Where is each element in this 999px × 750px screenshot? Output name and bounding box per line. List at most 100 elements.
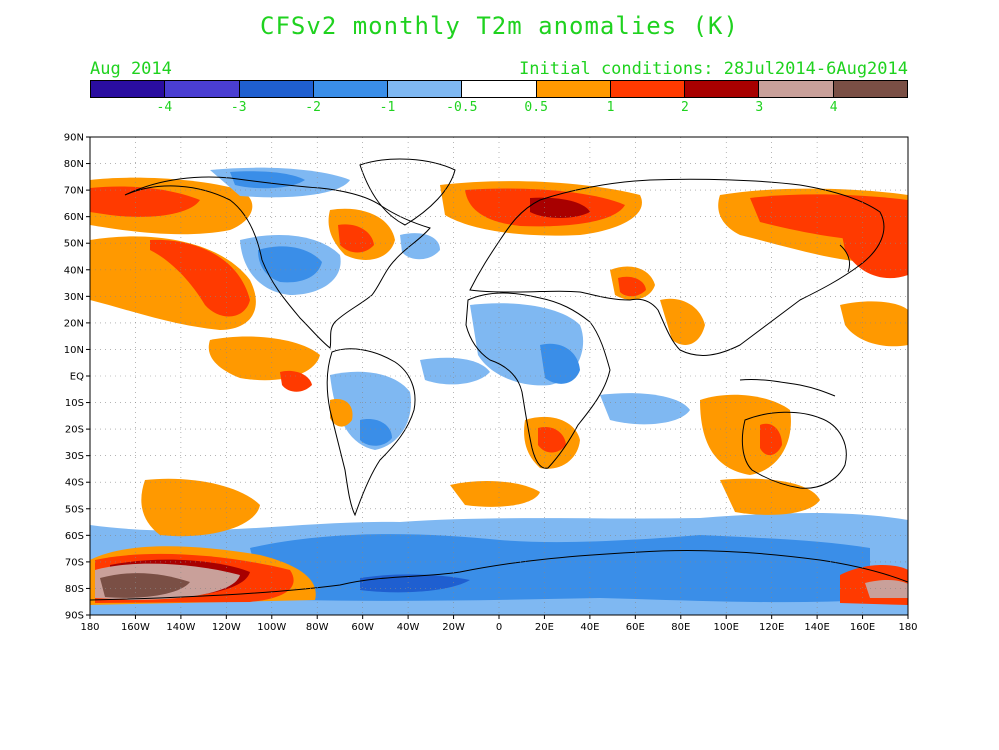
colorbar-label: 1 [606,100,615,115]
lon-label: 140E [804,622,829,633]
lon-label: 80W [306,622,329,633]
middle-east-hot [618,276,646,297]
lon-label: 180 [80,622,99,633]
japan-warm [840,223,908,279]
colorbar-label: 0.5 [524,100,548,115]
south-america-cold [330,371,411,450]
india-warm [660,298,705,345]
lon-label: 100E [714,622,739,633]
colorbar-swatch [91,81,166,97]
colorbar-label: 2 [680,100,689,115]
colorbar-label: -0.5 [446,100,478,115]
lon-label: 0 [496,622,502,633]
longitude-labels: 180 160W 140W 120W 100W 80W 60W 40W 20W 0 20E 40E 60… [80,622,917,633]
lat-label: 60S [65,531,84,542]
coastlines [90,158,908,601]
ross-sea-extreme [865,580,908,598]
tropical-pacific-warm [840,301,908,347]
indian-ocean-cold [600,393,690,425]
coastline-indonesia [739,379,836,397]
colorbar-swatch [165,81,240,97]
lat-label: 10N [64,345,84,356]
south-america-cold-core [360,419,392,446]
lat-label: 80S [65,584,84,595]
colorbar-swatch [313,81,389,97]
north-pacific-hot [150,239,250,317]
colorbar-label: -3 [230,100,247,115]
lon-label: 20W [442,622,465,633]
lon-label: 140W [166,622,195,633]
lon-label: 100W [257,622,286,633]
lon-label: 60E [626,622,645,633]
lat-label: 20N [64,318,84,329]
initial-conditions: Initial conditions: 28Jul2014-6Aug2014 [519,59,908,79]
colorbar-label: -2 [305,100,321,115]
atlantic-cold-patch [400,233,440,260]
colorbar-swatch [610,81,686,97]
colorbar-label: -1 [379,100,396,115]
lat-label: 80N [64,159,84,170]
colorbar-swatch [239,81,314,97]
latitude-labels: 90N 80N 70N 60N 50N 40N 30N 20N 10N EQ 10S 20S 30S 40… [64,133,84,622]
lat-label: 60N [64,212,84,223]
arctic-russia-very-hot [530,197,590,218]
colorbar-swatch [759,81,834,97]
north-atlantic-hot [338,224,374,253]
coastline-south-america [326,348,416,517]
coastline-north-america [124,176,431,349]
lat-label: 40N [64,265,84,276]
colorbar-label: 4 [829,100,838,115]
lat-label: 20S [65,425,84,436]
antarctic-strong-cold [360,574,470,593]
antarctic-cold-core [250,534,870,603]
coastline-eurasia [469,178,885,356]
lat-label: EQ [70,372,84,383]
colorbar-swatch [833,81,907,97]
colorbar-swatch [462,81,537,97]
lat-label: 50S [65,504,84,515]
south-indian-warm [720,478,820,515]
arctic-canada-cold-core [230,171,305,189]
lon-label: 40E [580,622,599,633]
coastline-africa [465,292,611,469]
lat-label: 10S [65,398,84,409]
east-pacific-hot [280,370,312,392]
south-pacific-max [100,573,190,598]
colorbar-swatch [685,81,760,97]
lat-label: 90N [64,133,84,144]
lat-label: 50N [64,239,84,250]
lon-label: 20E [535,622,554,633]
lat-label: 30N [64,292,84,303]
atlantic-equatorial-cold [420,357,490,385]
lat-label: 40S [65,478,84,489]
forecast-month: Aug 2014 [90,59,172,79]
southern-africa-hot [538,426,566,453]
coastline-japan [839,244,851,273]
lat-label: 30S [65,451,84,462]
coastline-greenland [359,158,456,226]
north-america-cold-core [258,246,322,283]
lon-label: 60W [351,622,374,633]
alaska-hot [90,186,200,217]
australia-hot [760,423,782,456]
colorbar-label: 3 [755,100,764,115]
central-africa-cold [540,343,580,384]
lon-label: 120W [212,622,241,633]
map-title: CFSv2 monthly T2m anomalies (K) [260,12,739,40]
east-pacific-warm [208,336,320,381]
south-america-warm [330,399,353,427]
lat-label: 70N [64,186,84,197]
lon-label: 120E [759,622,784,633]
lat-label: 90S [65,611,84,622]
lat-label: 70S [65,557,84,568]
colorbar-label: -4 [156,100,173,115]
coastline-antarctica [90,549,908,601]
lon-label: 160W [121,622,150,633]
colorbar-swatch [388,81,463,97]
lon-label: 160E [850,622,875,633]
colorbar-swatch [536,81,611,97]
lon-label: 40W [397,622,420,633]
south-pacific-warm-2 [141,478,260,537]
axis-ticks [86,136,909,619]
